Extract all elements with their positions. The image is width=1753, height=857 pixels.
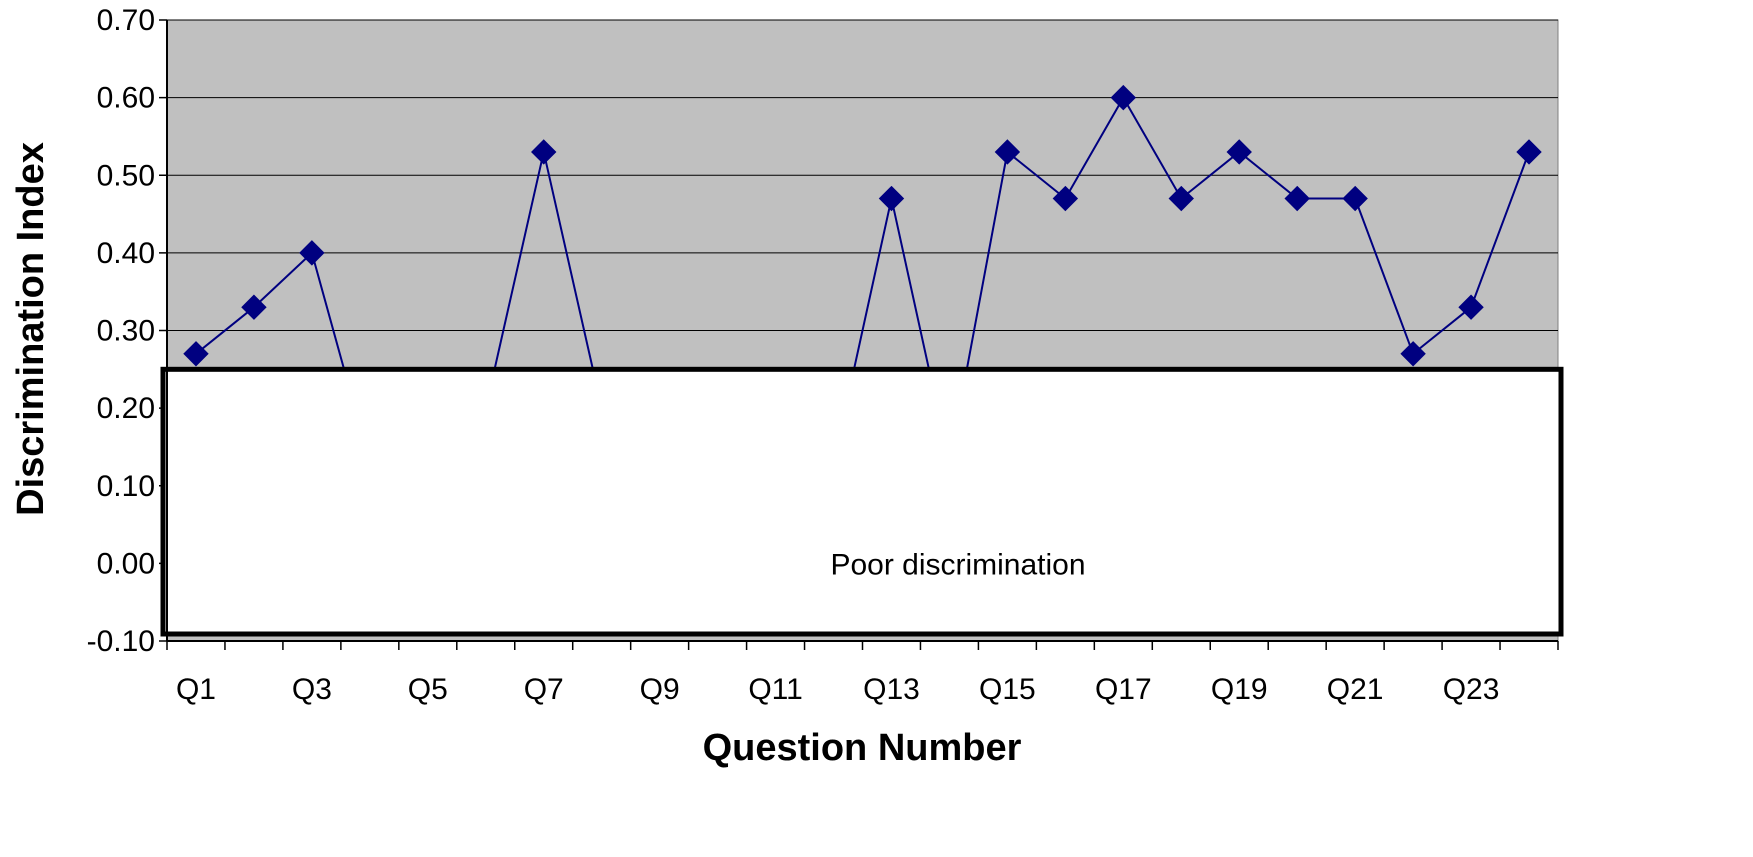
y-tick-label: 0.00 bbox=[97, 547, 155, 580]
x-tick-labels: Q1 Q3 Q5 Q7 Q9 Q11 Q13 Q15 Q17 Q19 Q21 Q23 bbox=[176, 673, 1499, 706]
x-tick-label: Q11 bbox=[748, 673, 802, 706]
x-tick-label: Q5 bbox=[408, 673, 448, 706]
data-point-q23 bbox=[1458, 294, 1484, 320]
y-tick-label: 0.10 bbox=[97, 470, 155, 503]
data-point-q18 bbox=[1168, 185, 1194, 212]
data-point-q17 bbox=[1110, 84, 1137, 111]
data-point-q22 bbox=[1400, 341, 1426, 367]
x-tick-label: Q7 bbox=[524, 673, 564, 706]
x-tick-label: Q23 bbox=[1443, 673, 1500, 706]
data-point-q15 bbox=[994, 139, 1021, 165]
y-tick-label: 0.60 bbox=[97, 82, 155, 115]
x-tick-label: Q1 bbox=[176, 673, 216, 706]
data-point-q21 bbox=[1342, 185, 1368, 212]
y-tick-label: 0.50 bbox=[97, 159, 155, 192]
y-axis-title: Discrimination Index bbox=[10, 142, 52, 516]
y-tick-labels: 0.70 0.60 0.50 0.40 0.30 0.20 0.10 0.00 -0.10 bbox=[87, 4, 155, 658]
y-tick-label: 0.20 bbox=[97, 392, 155, 425]
data-point-q1 bbox=[183, 341, 209, 367]
y-tick-label: -0.10 bbox=[87, 625, 155, 658]
x-tick-label: Q9 bbox=[640, 673, 680, 706]
x-tick-label: Q21 bbox=[1327, 673, 1384, 706]
y-tick-label: 0.40 bbox=[97, 237, 155, 270]
y-tick-label: 0.30 bbox=[97, 315, 155, 348]
data-point-q16 bbox=[1052, 185, 1079, 212]
x-axis-title: Question Number bbox=[703, 727, 1022, 769]
data-point-q24 bbox=[1516, 139, 1542, 165]
poor-discrimination-box bbox=[160, 366, 1564, 637]
x-tick-label: Q13 bbox=[863, 673, 920, 706]
data-point-q7 bbox=[531, 139, 557, 165]
data-point-q3 bbox=[299, 240, 325, 266]
x-tick-label: Q19 bbox=[1211, 673, 1268, 706]
y-tick-label: 0.70 bbox=[97, 4, 155, 37]
x-axis-ticks bbox=[166, 641, 1559, 650]
data-point-q13 bbox=[878, 185, 905, 212]
data-point-q2 bbox=[241, 294, 267, 320]
poor-discrimination-label: Poor discrimination bbox=[830, 548, 1085, 581]
data-point-q19 bbox=[1226, 139, 1252, 165]
data-point-q20 bbox=[1284, 185, 1310, 212]
x-tick-label: Q3 bbox=[292, 673, 332, 706]
x-tick-label: Q15 bbox=[979, 673, 1036, 706]
x-tick-label: Q17 bbox=[1095, 673, 1152, 706]
